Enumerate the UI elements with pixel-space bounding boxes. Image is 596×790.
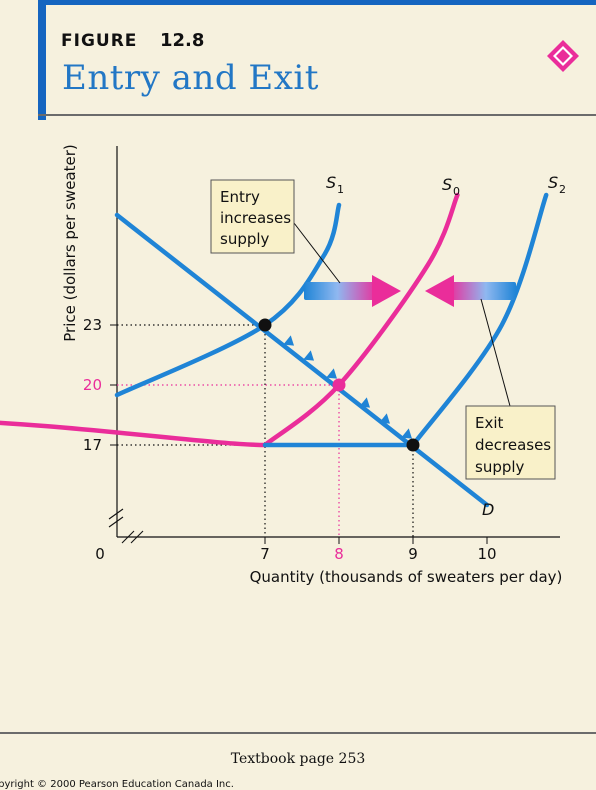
- entry-annotation-box: [210, 179, 295, 254]
- supply-label-s0-main: S: [442, 175, 452, 194]
- supply-label-s0-subscript: 0: [453, 185, 460, 198]
- top-frame-bar: [38, 0, 596, 5]
- demand-label-main: D: [482, 500, 494, 519]
- supply-label-s2-subscript: 2: [559, 183, 566, 196]
- supply-label-s2-main: S: [548, 173, 558, 192]
- series-layer: [0, 192, 549, 508]
- figure-number: 12.8: [160, 30, 205, 51]
- demand-curve: [114, 212, 490, 508]
- exit-annotation-line-0: Exit: [475, 414, 504, 432]
- entry-shift-arrow-body: [304, 282, 378, 300]
- supply-curve-s1: [114, 202, 342, 398]
- demand-label: D: [482, 500, 494, 519]
- demand-direction-arrow-4: [379, 413, 391, 424]
- demand-direction-arrow-5: [401, 428, 413, 439]
- demand-direction-arrow-3: [359, 397, 371, 408]
- x-axis-label: Quantity (thousands of sweaters per day): [250, 568, 563, 586]
- y-tick-label-2: 23: [83, 316, 102, 334]
- exit-shift-arrow-head: [425, 275, 454, 307]
- supply-curve-s2: [410, 192, 549, 448]
- figure-label: FIGURE: [61, 31, 138, 51]
- x-tick-label-3: 9: [408, 545, 418, 563]
- equilibrium-point-2: [406, 438, 420, 452]
- demand-direction-arrow-1: [303, 350, 315, 361]
- x-tick-label-1: 7: [260, 545, 270, 563]
- x-tick-label-4: 10: [477, 545, 496, 563]
- exit-shift-arrow-body: [449, 282, 516, 300]
- page-title: Entry and Exit: [62, 58, 319, 98]
- entry-shift-arrow-head: [372, 275, 401, 307]
- entry-annotation-line-0: Entry: [220, 188, 260, 206]
- axes-layer: [108, 146, 560, 544]
- markers-layer: [258, 318, 420, 452]
- demand-direction-arrow-2: [326, 368, 338, 379]
- y-tick-label-1: 20: [83, 376, 102, 394]
- demand-direction-arrow-0: [283, 335, 295, 346]
- diamond-icon: [547, 40, 579, 72]
- exit-callout-line: [480, 298, 511, 407]
- x-tick-label-0: 0: [95, 545, 105, 563]
- y-axis-break-mark-2: [108, 516, 124, 528]
- exit-annotation-line-1: decreases: [475, 436, 551, 454]
- equilibrium-point-1: [332, 378, 346, 392]
- header-divider: [38, 114, 596, 116]
- entry-annotation-line-2: supply: [220, 230, 270, 248]
- y-axis-break-mark-1: [108, 508, 124, 520]
- guides-layer: [117, 324, 414, 537]
- x-axis-break-mark-1: [121, 530, 135, 544]
- supply-curve-s0: [262, 192, 460, 448]
- exit-annotation-box: [465, 405, 556, 480]
- left-frame-bar: [38, 0, 46, 120]
- x-tick-label-2: 8: [334, 545, 344, 563]
- y-tick-label-0: 17: [83, 436, 102, 454]
- footer-divider: [0, 732, 596, 734]
- copyright-text: opyright © 2000 Pearson Education Canada…: [0, 779, 234, 790]
- annotations-layer: Entry increases supply Exit decreases supply: [210, 179, 556, 480]
- entry-callout-line: [293, 222, 341, 284]
- y-axis-label: Price (dollars per sweater): [61, 144, 79, 342]
- entry-annotation-line-1: increases: [220, 209, 291, 227]
- supply-label-s1-subscript: 1: [337, 183, 344, 196]
- shift-arrows-layer: [304, 275, 516, 307]
- equilibrium-point-0: [258, 318, 272, 332]
- long-run-segment-4: [0, 420, 268, 448]
- x-axis-break-mark-2: [130, 530, 144, 544]
- supply-label-s1-main: S: [326, 173, 336, 192]
- textbook-page-label: Textbook page 253: [230, 751, 366, 767]
- exit-annotation-line-2: supply: [475, 458, 525, 476]
